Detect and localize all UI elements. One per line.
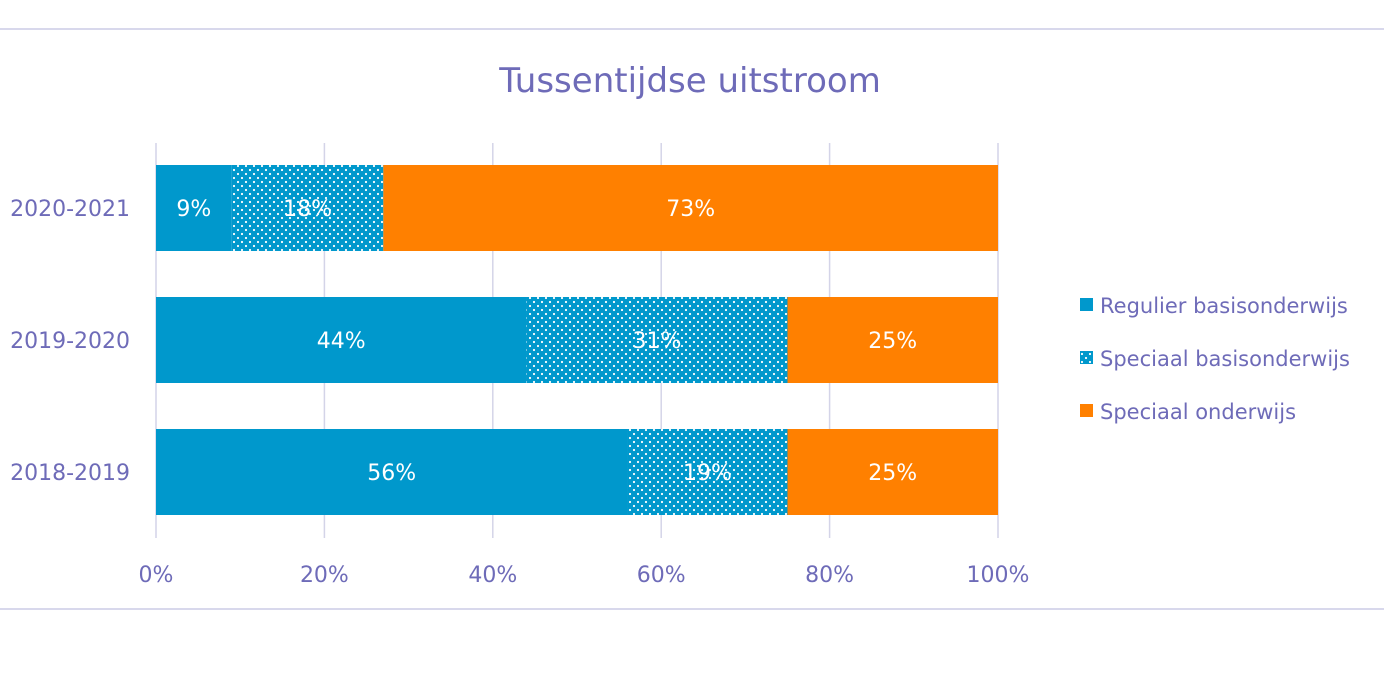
legend-swatch <box>1080 351 1093 364</box>
x-tick-label: 20% <box>300 563 349 588</box>
category-label: 2020-2021 <box>10 197 130 222</box>
bar-segment <box>231 165 384 251</box>
x-tick-label: 80% <box>805 563 854 588</box>
legend-swatch <box>1080 404 1093 417</box>
bar-segment <box>156 165 232 251</box>
data-label: 25% <box>868 461 917 486</box>
data-label: 73% <box>666 197 715 222</box>
category-label: 2019-2020 <box>10 329 130 354</box>
data-label: 25% <box>868 329 917 354</box>
data-label: 31% <box>633 329 682 354</box>
bars <box>156 165 999 515</box>
value-labels: 9% 18% 73% 44% 31% 25% 56% 19% 25% <box>176 197 917 486</box>
legend-label: Speciaal basisonderwijs <box>1100 347 1350 371</box>
x-tick-label: 0% <box>139 563 174 588</box>
bar-segment <box>787 297 998 383</box>
category-labels: 2020-2021 2019-2020 2018-2019 <box>10 197 130 486</box>
bar-segment <box>627 429 788 515</box>
category-label: 2018-2019 <box>10 461 130 486</box>
data-label: 56% <box>367 461 416 486</box>
bar-segment <box>156 429 628 515</box>
x-tick-label: 40% <box>468 563 517 588</box>
x-tick-labels: 0% 20% 40% 60% 80% 100% <box>139 563 1030 588</box>
data-label: 44% <box>317 329 366 354</box>
legend-label: Regulier basisonderwijs <box>1100 294 1348 318</box>
bar-segment <box>787 429 998 515</box>
x-tick-label: 100% <box>967 563 1030 588</box>
data-label: 19% <box>683 461 732 486</box>
bar-segment <box>383 165 999 251</box>
x-tick-label: 60% <box>637 563 686 588</box>
legend-label: Speciaal onderwijs <box>1100 400 1296 424</box>
bar-segment <box>526 297 788 383</box>
bar-segment <box>156 297 527 383</box>
data-label: 9% <box>176 197 211 222</box>
legend: Regulier basisonderwijs Speciaal basisond… <box>1080 294 1350 424</box>
data-label: 18% <box>283 197 332 222</box>
legend-swatch <box>1080 298 1093 311</box>
chart-title: Tussentijdse uitstroom <box>498 61 881 101</box>
